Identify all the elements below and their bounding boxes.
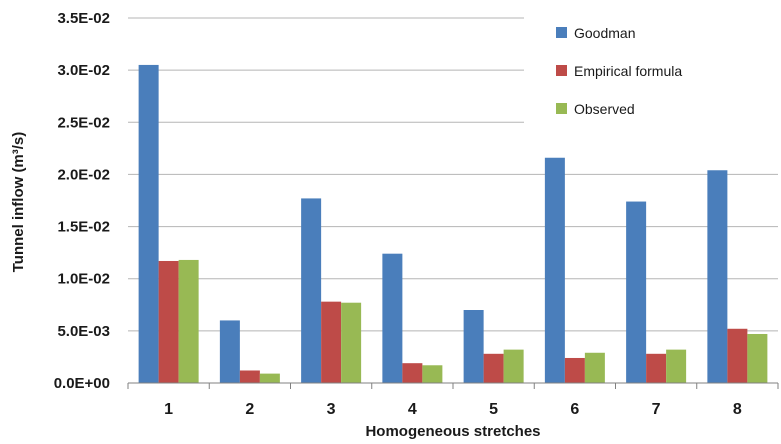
y-tick-label: 1.0E-02 (57, 271, 110, 288)
bar-observed-5 (503, 349, 524, 383)
y-tick-label: 3.0E-02 (57, 62, 110, 79)
bar-empirical-formula-5 (483, 353, 504, 383)
x-tick-label: 8 (733, 401, 742, 418)
bars (138, 64, 768, 383)
bar-observed-7 (666, 349, 687, 383)
x-tick-labels: 1 2 3 4 5 6 7 8 (164, 401, 742, 418)
bar-empirical-formula-4 (402, 363, 423, 383)
x-tick-label: 5 (489, 401, 498, 418)
legend-label-observed: Observed (574, 101, 635, 117)
legend-label-empirical-formula: Empirical formula (574, 63, 682, 79)
bar-goodman-3 (301, 198, 322, 383)
bar-empirical-formula-3 (321, 301, 342, 383)
bar-observed-4 (422, 365, 443, 383)
legend-swatch-empirical-formula (556, 65, 567, 76)
bar-observed-8 (747, 333, 768, 383)
y-tick-label: 1.5E-02 (57, 219, 110, 236)
y-tick-label: 2.0E-02 (57, 166, 110, 183)
x-tick-label: 1 (164, 401, 173, 418)
y-tick-label: 5.0E-03 (57, 323, 110, 340)
legend-swatch-observed (556, 103, 567, 114)
x-tick-label: 7 (652, 401, 661, 418)
x-tick-label: 6 (570, 401, 579, 418)
bar-empirical-formula-6 (564, 357, 585, 383)
bar-observed-2 (259, 373, 280, 383)
y-tick-label: 3.5E-02 (57, 10, 110, 27)
bar-observed-3 (341, 302, 362, 383)
y-tick-label: 2.5E-02 (57, 114, 110, 131)
bar-goodman-5 (463, 310, 484, 383)
bar-goodman-1 (138, 64, 159, 383)
bar-goodman-8 (707, 170, 728, 383)
bar-empirical-formula-8 (727, 328, 748, 383)
bar-empirical-formula-1 (158, 260, 179, 383)
x-axis-title: Homogeneous stretches (365, 423, 540, 440)
bar-empirical-formula-7 (646, 353, 667, 383)
bar-goodman-7 (626, 201, 647, 383)
legend-label-goodman: Goodman (574, 25, 635, 41)
bar-observed-1 (178, 259, 199, 383)
y-axis-title: Tunnel inflow (m³/s) (10, 132, 27, 273)
legend: Goodman Empirical formula Observed (556, 25, 682, 117)
legend-swatch-goodman (556, 27, 567, 38)
bar-goodman-2 (219, 320, 240, 383)
x-tick-label: 3 (327, 401, 336, 418)
gridlines (128, 17, 778, 332)
bar-goodman-4 (382, 253, 403, 383)
bar-observed-6 (584, 352, 605, 383)
y-tick-labels: 0.0E+00 5.0E-03 1.0E-02 1.5E-02 2.0E-02 2.5E-… (54, 10, 110, 392)
x-tick-marks (127, 383, 779, 389)
bar-empirical-formula-2 (239, 370, 260, 383)
x-tick-label: 2 (245, 401, 254, 418)
bar-goodman-6 (544, 157, 565, 383)
y-tick-label: 0.0E+00 (54, 375, 110, 392)
x-tick-label: 4 (408, 401, 417, 418)
